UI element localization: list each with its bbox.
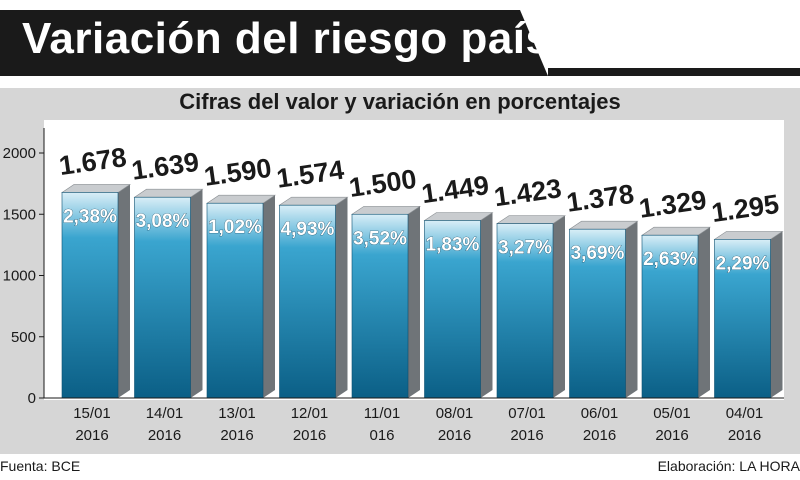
bar-top: [278, 196, 349, 206]
x-tick-label: 13/01: [218, 405, 256, 422]
bar-top: [351, 205, 421, 215]
value-label: 1.378: [565, 179, 636, 218]
x-tick-label-year: 2016: [148, 427, 181, 444]
bar: [569, 228, 626, 399]
x-tick-label: 06/01: [581, 405, 619, 422]
x-tick-label-year: 2016: [438, 427, 471, 444]
variation-label: 1,83%: [426, 234, 480, 255]
value-label: 1.590: [202, 153, 273, 192]
bar-side: [408, 206, 420, 398]
x-tick-label: 07/01: [508, 405, 546, 422]
y-tick-label: 0: [28, 390, 36, 407]
value-label: 1.295: [710, 189, 781, 228]
bar-top: [423, 212, 494, 221]
x-tick-label: 04/01: [726, 405, 764, 422]
bar: [496, 223, 554, 399]
x-tick-label: 08/01: [436, 405, 474, 422]
bar: [641, 234, 699, 399]
bar: [206, 202, 264, 399]
variation-label: 3,69%: [571, 243, 625, 264]
bar-side: [263, 195, 275, 398]
x-tick-label-year: 016: [369, 427, 394, 444]
x-tick-label-year: 2016: [220, 427, 253, 444]
bar: [279, 204, 336, 399]
y-tick-label: 2000: [3, 145, 36, 162]
bar: [134, 196, 191, 399]
value-label: 1.449: [420, 170, 491, 209]
y-tick-label: 1500: [3, 206, 36, 223]
x-tick-label-year: 2016: [728, 427, 761, 444]
bar-top: [133, 188, 204, 198]
y-tick-label: 1000: [3, 268, 36, 285]
bar-top: [206, 194, 276, 204]
bar-side: [335, 197, 348, 398]
source-note: Fuenta: BCE: [0, 458, 81, 474]
y-tick-label: 500: [11, 329, 36, 346]
page-title: Variación del riesgo país: [22, 14, 551, 63]
title-tab: [0, 10, 548, 76]
bar-top: [568, 220, 639, 230]
x-tick-label: 11/01: [364, 405, 400, 422]
variation-label: 4,93%: [281, 219, 335, 240]
variation-label: 2,63%: [643, 249, 697, 270]
bar: [424, 220, 481, 399]
bar-side: [553, 215, 565, 398]
x-tick-label: 15/01: [73, 405, 111, 422]
x-tick-label: 12/01: [291, 405, 329, 422]
variation-label: 1,02%: [208, 217, 262, 238]
bar-top: [641, 226, 711, 236]
value-label: 1.678: [57, 142, 128, 181]
bar-top: [496, 215, 566, 224]
chart-subtitle: Cifras del valor y variación en porcenta…: [179, 89, 621, 114]
bar-top: [61, 184, 131, 193]
x-tick-label-year: 2016: [583, 427, 616, 444]
bar-side: [625, 221, 638, 398]
x-tick-label: 05/01: [653, 405, 691, 422]
bar-side: [698, 227, 710, 398]
value-label: 1.639: [130, 147, 201, 186]
bar-side: [190, 189, 203, 398]
value-label: 1.500: [347, 164, 418, 203]
bar-side: [770, 231, 783, 398]
credit-note: Elaboración: LA HORA: [657, 458, 800, 474]
bar-top: [713, 231, 784, 240]
value-label: 1.574: [275, 155, 346, 194]
bar-side: [118, 184, 130, 398]
x-tick-label-year: 2016: [293, 427, 326, 444]
variation-label: 2,38%: [63, 206, 117, 227]
value-label: 1.423: [492, 173, 563, 212]
x-tick-label-year: 2016: [510, 427, 543, 444]
variation-label: 3,27%: [498, 238, 552, 259]
x-tick-label: 14/01: [146, 405, 184, 422]
title-rule: [548, 68, 800, 76]
bar: [61, 192, 119, 399]
value-label: 1.329: [637, 185, 708, 224]
variation-label: 3,08%: [136, 211, 190, 232]
bar: [351, 213, 409, 399]
bar-side: [480, 212, 493, 398]
variation-label: 2,29%: [716, 253, 770, 274]
x-tick-label-year: 2016: [75, 427, 108, 444]
bar: [714, 239, 771, 399]
x-tick-label-year: 2016: [655, 427, 688, 444]
variation-label: 3,52%: [353, 228, 407, 249]
